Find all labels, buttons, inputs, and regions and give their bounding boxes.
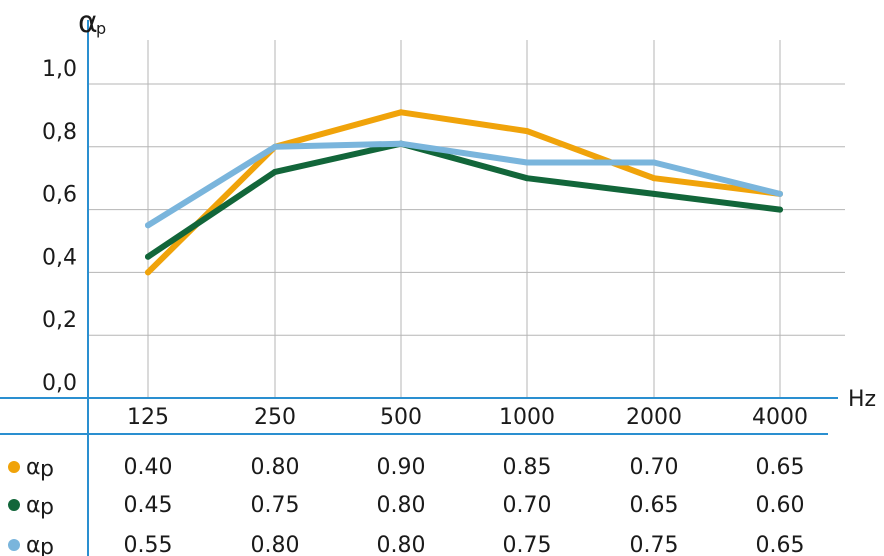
series-lines (145, 109, 783, 276)
series-line-3 (145, 140, 783, 229)
axes (0, 20, 838, 556)
legend-dot (8, 461, 20, 473)
table-cell: 0.65 (756, 533, 805, 556)
values-table: α p 0.40 0.80 0.90 0.85 0.70 0.65α p 0.45 0.75 0.80… (8, 455, 804, 556)
table-cell: 0.40 (124, 455, 173, 480)
table-cell: 0.55 (124, 533, 173, 556)
table-cell: 0.75 (503, 533, 552, 556)
row-label: α (26, 493, 41, 518)
data-point (398, 140, 404, 147)
legend-dot (8, 499, 20, 511)
table-cell: 0.85 (503, 455, 552, 480)
y-tick-label: 0,0 (42, 371, 77, 396)
y-axis-label: α (78, 5, 98, 40)
y-tick-label: 0,2 (42, 308, 77, 333)
data-point (524, 175, 530, 182)
x-tick-label: 4000 (752, 405, 808, 430)
table-cell: 0.80 (251, 455, 300, 480)
table-cell: 0.70 (630, 455, 679, 480)
data-point (651, 159, 657, 166)
axis-labels: 0,0 0,2 0,4 0,6 0,8 1,0αp Hz 125 250 500 1000 2000 4… (42, 5, 876, 430)
row-label-sub: p (40, 457, 54, 482)
row-label: α (26, 533, 41, 556)
table-cell: 0.70 (503, 493, 552, 518)
table-cell: 0.90 (377, 455, 426, 480)
row-label-sub: p (40, 495, 54, 520)
x-tick-label: 250 (254, 405, 296, 430)
table-cell: 0.65 (630, 493, 679, 518)
data-point (777, 206, 783, 213)
table-cell: 0.60 (756, 493, 805, 518)
data-point (651, 175, 657, 182)
data-point (145, 253, 151, 260)
x-axis-unit: Hz (848, 387, 876, 412)
y-tick-label: 1,0 (42, 57, 77, 82)
series-line-2 (145, 140, 783, 260)
table-cell: 0.80 (251, 533, 300, 556)
row-label: α (26, 455, 41, 480)
table-cell: 0.75 (630, 533, 679, 556)
y-axis-label-sub: p (96, 19, 106, 38)
x-tick-label: 500 (380, 405, 422, 430)
table-cell: 0.80 (377, 493, 426, 518)
row-label-sub: p (40, 535, 54, 556)
series-line-1 (145, 109, 783, 276)
table-cell: 0.80 (377, 533, 426, 556)
data-point (145, 269, 151, 276)
table-cell: 0.75 (251, 493, 300, 518)
data-point (272, 168, 278, 175)
x-tick-label: 1000 (499, 405, 555, 430)
data-point (524, 159, 530, 166)
data-point (651, 190, 657, 197)
data-point (272, 143, 278, 150)
x-tick-label: 2000 (626, 405, 682, 430)
data-point (777, 190, 783, 197)
table-cell: 0.45 (124, 493, 173, 518)
legend-dot (8, 539, 20, 551)
y-tick-label: 0,6 (42, 183, 77, 208)
data-point (524, 128, 530, 135)
y-tick-label: 0,4 (42, 245, 77, 270)
table-cell: 0.65 (756, 455, 805, 480)
data-point (398, 109, 404, 116)
x-tick-label: 125 (127, 405, 169, 430)
y-tick-label: 0,8 (42, 120, 77, 145)
data-point (145, 222, 151, 229)
